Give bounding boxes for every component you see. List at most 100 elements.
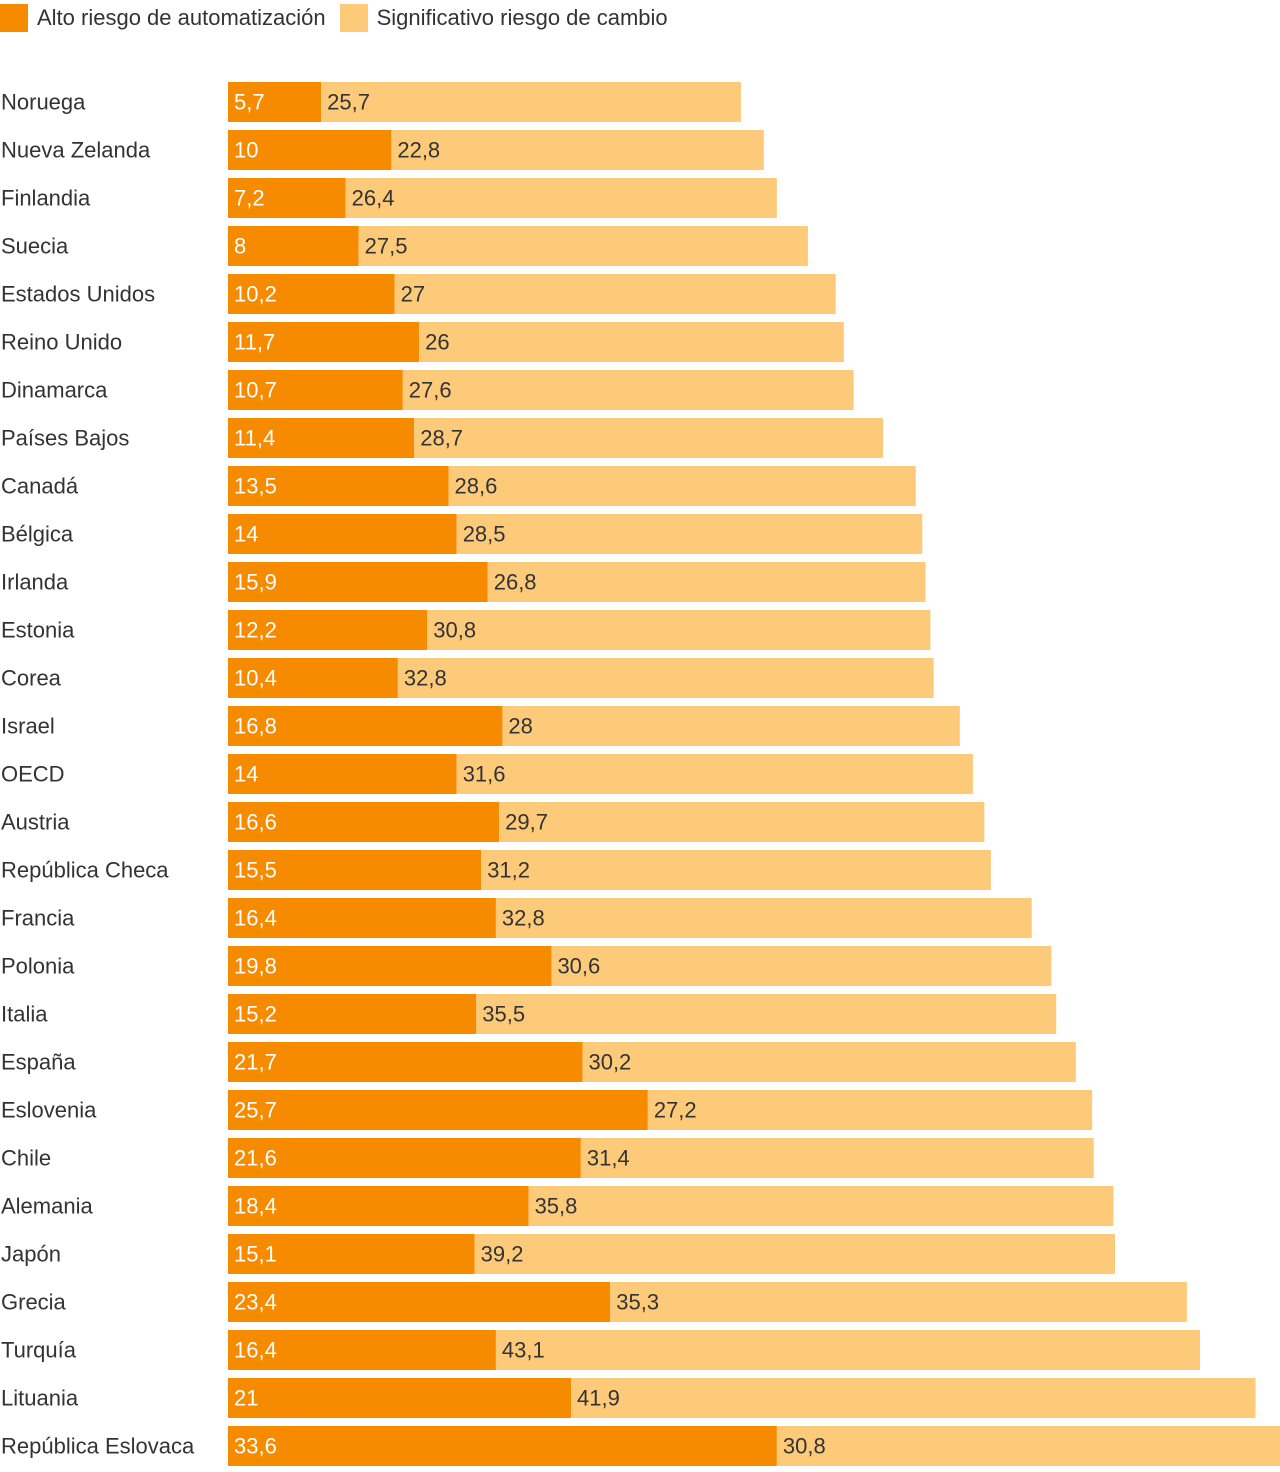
legend-swatch-change-risk xyxy=(339,4,368,32)
legend-label-high-risk: Alto riesgo de automatización xyxy=(37,5,326,30)
bar-high-risk xyxy=(228,1042,583,1082)
value-label-change-risk: 26 xyxy=(425,330,449,355)
value-label-high-risk: 10 xyxy=(234,138,258,163)
bar-high-risk xyxy=(228,1282,611,1322)
bar-high-risk xyxy=(228,1378,572,1418)
bar-change-risk xyxy=(582,1042,1076,1082)
category-label: República Eslovaca xyxy=(1,1434,195,1459)
category-label: Alemania xyxy=(1,1194,93,1219)
bar-high-risk xyxy=(228,610,428,650)
bar-change-risk xyxy=(647,1090,1093,1130)
value-label-high-risk: 10,2 xyxy=(234,282,277,307)
value-label-high-risk: 13,5 xyxy=(234,474,277,499)
value-label-change-risk: 30,2 xyxy=(588,1050,631,1075)
bar-high-risk xyxy=(228,946,552,986)
category-label: Francia xyxy=(1,906,75,931)
value-label-change-risk: 39,2 xyxy=(481,1242,524,1267)
value-label-high-risk: 21 xyxy=(234,1386,258,1411)
bar-high-risk xyxy=(228,802,500,842)
value-label-change-risk: 26,8 xyxy=(494,570,537,595)
value-label-high-risk: 21,6 xyxy=(234,1146,277,1171)
value-label-change-risk: 32,8 xyxy=(404,666,447,691)
bar-high-risk xyxy=(228,514,457,554)
bar-change-risk xyxy=(481,850,991,890)
category-label: Japón xyxy=(1,1242,61,1267)
category-label: Noruega xyxy=(1,90,86,115)
value-label-high-risk: 10,4 xyxy=(234,666,277,691)
category-label: Dinamarca xyxy=(1,378,108,403)
category-label: Canadá xyxy=(1,474,79,499)
value-label-high-risk: 23,4 xyxy=(234,1290,277,1315)
category-label: Estonia xyxy=(1,618,75,643)
bar-high-risk xyxy=(228,130,392,170)
bar-high-risk xyxy=(228,1234,475,1274)
value-label-change-risk: 31,2 xyxy=(487,858,530,883)
value-label-high-risk: 18,4 xyxy=(234,1194,277,1219)
bar-high-risk xyxy=(228,658,398,698)
category-label: Polonia xyxy=(1,954,75,979)
bar-high-risk xyxy=(228,754,457,794)
category-label: Austria xyxy=(1,810,70,835)
value-label-high-risk: 16,8 xyxy=(234,714,277,739)
category-label: Corea xyxy=(1,666,62,691)
bar-high-risk xyxy=(228,178,346,218)
value-label-high-risk: 12,2 xyxy=(234,618,277,643)
value-label-change-risk: 25,7 xyxy=(327,90,370,115)
bar-change-risk xyxy=(419,322,844,362)
value-label-change-risk: 35,8 xyxy=(535,1194,578,1219)
bar-high-risk xyxy=(228,1186,529,1226)
bar-high-risk xyxy=(228,1426,777,1466)
bar-change-risk xyxy=(487,562,926,602)
category-label: Chile xyxy=(1,1146,51,1171)
bar-high-risk xyxy=(228,850,482,890)
bar-change-risk xyxy=(321,82,741,122)
category-label: Suecia xyxy=(1,234,69,259)
bar-change-risk xyxy=(610,1282,1187,1322)
bar-change-risk xyxy=(502,706,960,746)
value-label-change-risk: 27,6 xyxy=(409,378,452,403)
value-label-high-risk: 5,7 xyxy=(234,90,265,115)
value-label-change-risk: 31,6 xyxy=(463,762,506,787)
bar-change-risk xyxy=(571,1378,1256,1418)
value-label-change-risk: 28,5 xyxy=(463,522,506,547)
bar-change-risk xyxy=(495,898,1032,938)
value-label-change-risk: 30,6 xyxy=(557,954,600,979)
bar-change-risk xyxy=(402,370,854,410)
value-label-change-risk: 31,4 xyxy=(587,1146,630,1171)
bar-change-risk xyxy=(551,946,1052,986)
bar-change-risk xyxy=(456,754,973,794)
value-label-change-risk: 35,3 xyxy=(616,1290,659,1315)
bar-high-risk xyxy=(228,562,488,602)
category-label: España xyxy=(1,1050,76,1075)
legend-item-high-risk: Alto riesgo de automatización xyxy=(0,4,326,32)
bar-change-risk xyxy=(776,1426,1280,1466)
value-label-high-risk: 14 xyxy=(234,762,258,787)
category-label: OECD xyxy=(1,762,65,787)
value-label-change-risk: 28,6 xyxy=(455,474,498,499)
category-label: Italia xyxy=(1,1002,48,1027)
bar-change-risk xyxy=(528,1186,1114,1226)
bar-change-risk xyxy=(499,802,985,842)
legend-swatch-high-risk xyxy=(0,4,28,32)
category-label: Irlanda xyxy=(1,570,69,595)
value-label-change-risk: 22,8 xyxy=(397,138,440,163)
value-label-change-risk: 28 xyxy=(508,714,532,739)
bar-change-risk xyxy=(476,994,1057,1034)
value-label-change-risk: 29,7 xyxy=(505,810,548,835)
value-label-high-risk: 16,6 xyxy=(234,810,277,835)
category-label: Bélgica xyxy=(1,522,74,547)
bar-change-risk xyxy=(456,514,923,554)
value-label-high-risk: 16,4 xyxy=(234,906,277,931)
value-label-change-risk: 27,2 xyxy=(654,1098,697,1123)
bar-change-risk xyxy=(391,130,764,170)
value-label-high-risk: 11,4 xyxy=(234,426,275,451)
bar-high-risk xyxy=(228,226,359,266)
bar-change-risk xyxy=(495,1330,1200,1370)
value-label-high-risk: 19,8 xyxy=(234,954,277,979)
bar-change-risk xyxy=(448,466,916,506)
category-label: Turquía xyxy=(1,1338,77,1363)
value-label-high-risk: 15,1 xyxy=(234,1242,277,1267)
value-label-change-risk: 30,8 xyxy=(783,1434,826,1459)
value-label-high-risk: 10,7 xyxy=(234,378,277,403)
